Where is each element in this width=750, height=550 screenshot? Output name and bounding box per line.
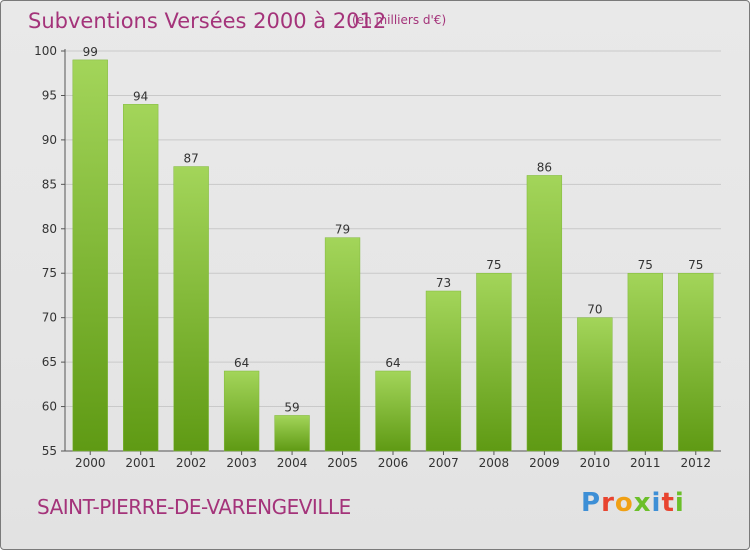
x-tick-label: 2005 [327, 456, 358, 470]
x-tick-label: 2001 [125, 456, 156, 470]
bar [123, 104, 159, 452]
bar [476, 272, 512, 452]
value-label: 87 [184, 152, 199, 166]
x-tick-label: 2009 [529, 456, 560, 470]
x-tick-label: 2010 [580, 456, 611, 470]
value-label: 64 [234, 356, 249, 370]
value-label: 75 [486, 258, 501, 272]
value-label: 86 [537, 160, 552, 174]
bar [375, 370, 411, 452]
x-tick-label: 2011 [630, 456, 661, 470]
chart-title: Subventions Versées 2000 à 2012 [28, 9, 387, 33]
commune-name: SAINT-PIERRE-DE-VARENGEVILLE [37, 495, 351, 519]
value-label: 94 [133, 89, 148, 103]
logo-letter: i [674, 488, 685, 518]
x-tick-label: 2004 [277, 456, 308, 470]
x-tick-label: 2000 [75, 456, 106, 470]
value-label: 70 [587, 303, 602, 317]
bar [274, 415, 310, 452]
x-tick-label: 2007 [428, 456, 459, 470]
x-tick-label: 2003 [226, 456, 257, 470]
y-tick-label: 90 [42, 133, 57, 147]
bar [577, 317, 613, 452]
bar [526, 175, 563, 452]
logo-letter: x [633, 488, 652, 518]
y-tick-label: 95 [42, 88, 57, 102]
x-tick-label: 2006 [378, 456, 409, 470]
bar [627, 272, 663, 452]
y-tick-label: 55 [42, 444, 57, 458]
bars [72, 59, 714, 452]
y-tick-label: 75 [42, 266, 57, 280]
bar [425, 290, 462, 452]
bar [324, 237, 361, 452]
y-tick-label: 70 [42, 311, 57, 325]
labels: 55 60 65 70 75 80 85 90 95 100 99 2000 94 2001 87 2002 6… [34, 44, 711, 470]
x-tick-label: 2012 [680, 456, 711, 470]
y-tick-label: 85 [42, 177, 57, 191]
value-label: 75 [688, 258, 703, 272]
grid-lines [65, 50, 721, 408]
value-label: 59 [284, 400, 299, 414]
value-label: 73 [436, 276, 451, 290]
value-label: 99 [83, 45, 98, 59]
bar [72, 59, 108, 452]
y-tick-label: 60 [42, 400, 57, 414]
value-label: 79 [335, 223, 350, 237]
logo-letter: o [614, 488, 634, 518]
x-tick-label: 2008 [479, 456, 510, 470]
logo-letter: r [601, 488, 615, 518]
logo-letter: P [581, 488, 602, 518]
bar [678, 272, 714, 452]
x-tick-label: 2002 [176, 456, 207, 470]
proxiti-logo: Proxiti [581, 488, 685, 518]
value-label: 64 [385, 356, 400, 370]
y-tick-label: 65 [42, 355, 57, 369]
logo-letter: i [651, 488, 662, 518]
chart-unit: (en milliers d'€) [352, 13, 447, 27]
bar [173, 166, 209, 452]
y-tick-label: 80 [42, 222, 57, 236]
logo-letter: t [661, 488, 675, 518]
y-tick-label: 100 [34, 44, 57, 58]
value-label: 75 [638, 258, 653, 272]
bar [223, 370, 260, 452]
